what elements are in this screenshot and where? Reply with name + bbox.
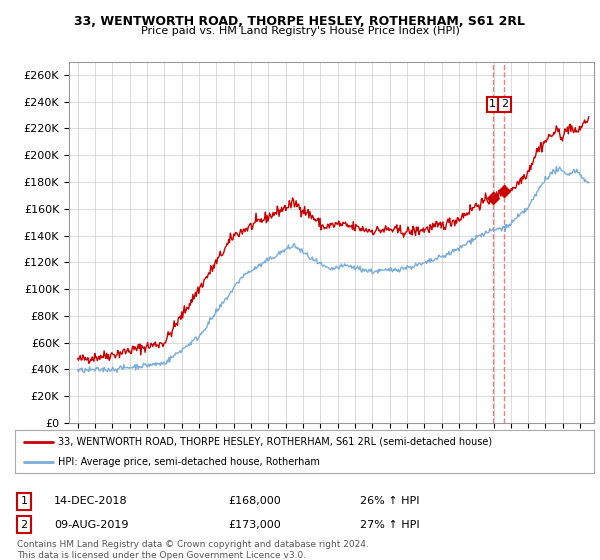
Text: 33, WENTWORTH ROAD, THORPE HESLEY, ROTHERHAM, S61 2RL (semi-detached house): 33, WENTWORTH ROAD, THORPE HESLEY, ROTHE… bbox=[58, 437, 493, 447]
Text: £168,000: £168,000 bbox=[228, 496, 281, 506]
Text: 09-AUG-2019: 09-AUG-2019 bbox=[54, 520, 128, 530]
Text: Contains HM Land Registry data © Crown copyright and database right 2024.
This d: Contains HM Land Registry data © Crown c… bbox=[17, 540, 368, 559]
Text: HPI: Average price, semi-detached house, Rotherham: HPI: Average price, semi-detached house,… bbox=[58, 457, 320, 467]
Text: £173,000: £173,000 bbox=[228, 520, 281, 530]
Text: 2: 2 bbox=[500, 100, 508, 109]
Text: 1: 1 bbox=[20, 496, 28, 506]
Text: 33, WENTWORTH ROAD, THORPE HESLEY, ROTHERHAM, S61 2RL: 33, WENTWORTH ROAD, THORPE HESLEY, ROTHE… bbox=[74, 15, 526, 28]
Text: 27% ↑ HPI: 27% ↑ HPI bbox=[360, 520, 419, 530]
Text: Price paid vs. HM Land Registry's House Price Index (HPI): Price paid vs. HM Land Registry's House … bbox=[140, 26, 460, 36]
Text: 1: 1 bbox=[490, 100, 496, 109]
Text: 14-DEC-2018: 14-DEC-2018 bbox=[54, 496, 128, 506]
Text: 26% ↑ HPI: 26% ↑ HPI bbox=[360, 496, 419, 506]
Text: 2: 2 bbox=[20, 520, 28, 530]
